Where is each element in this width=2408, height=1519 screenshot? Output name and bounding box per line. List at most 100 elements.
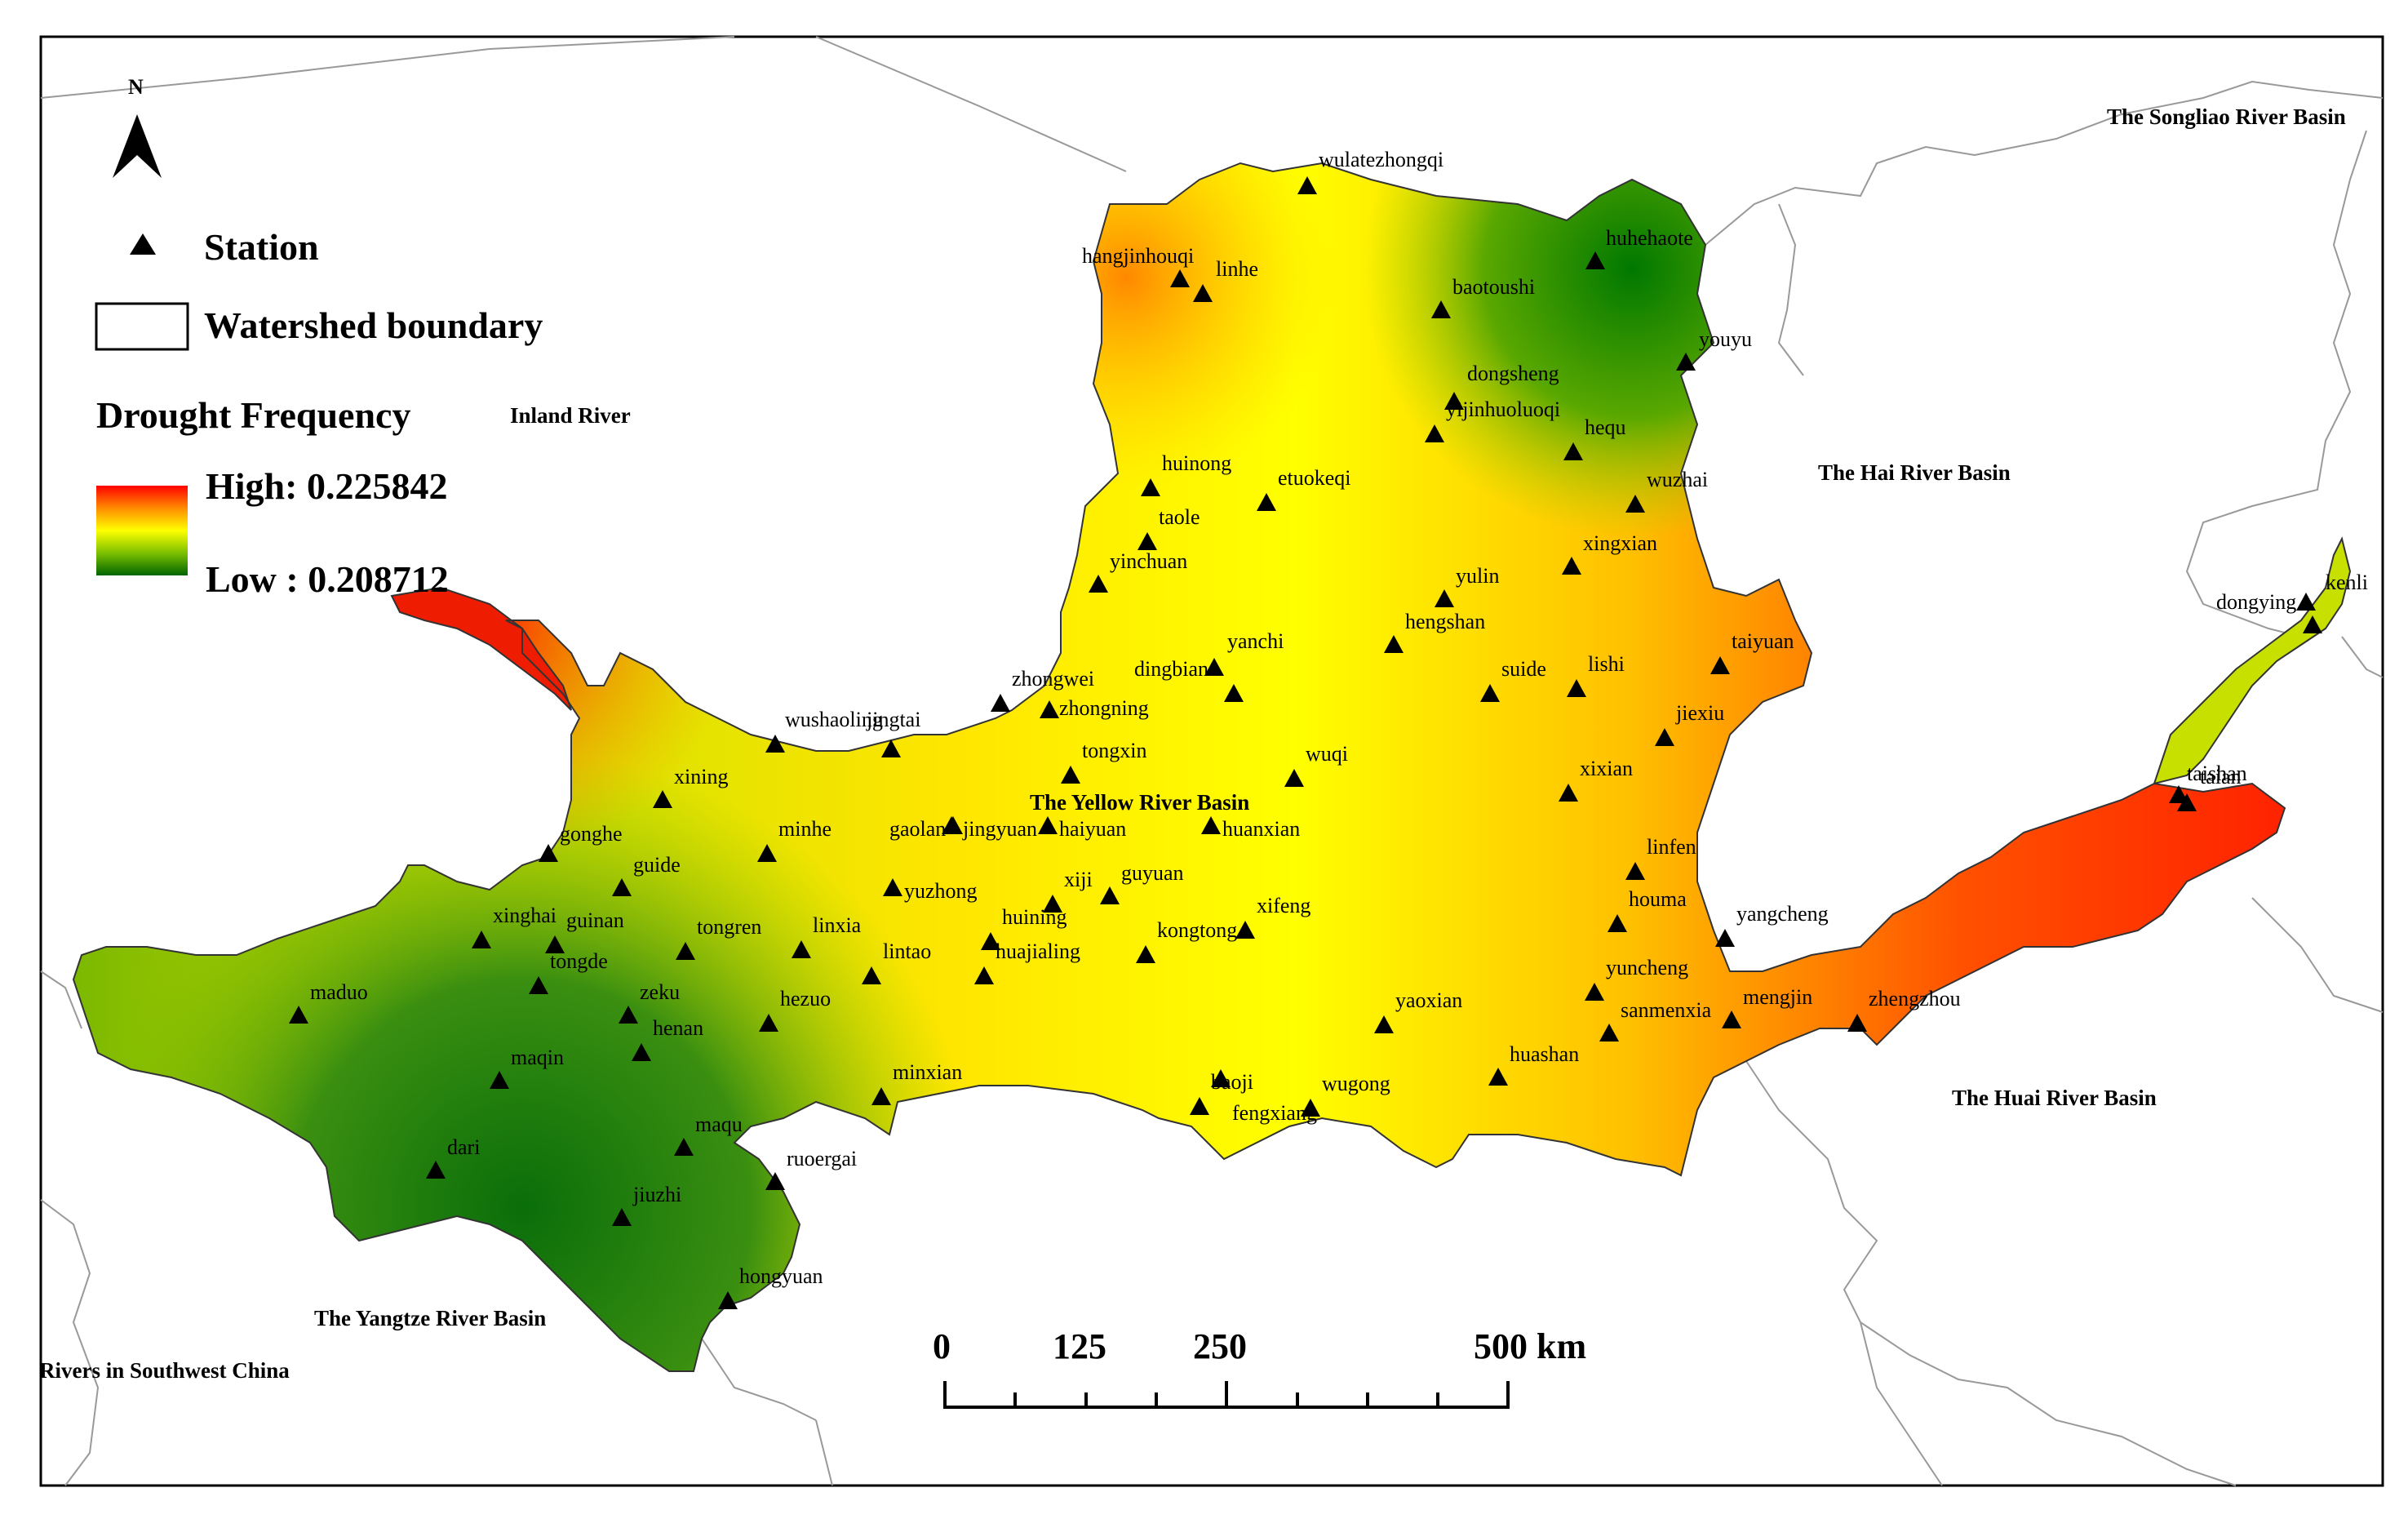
station-label-xiji: xiji <box>1064 868 1093 891</box>
station-label-taiyuan: taiyuan <box>1732 629 1794 653</box>
station-label-wulatezhongqi: wulatezhongqi <box>1319 148 1443 171</box>
station-label-gaolan: gaolan <box>889 817 946 841</box>
station-marker-yangcheng <box>1715 929 1735 947</box>
station-marker-guyuan <box>1100 886 1120 904</box>
station-marker-hequ <box>1563 442 1583 460</box>
label-huai-basin: The Huai River Basin <box>1952 1086 2157 1110</box>
station-marker-dongsheng <box>1444 392 1464 410</box>
station-label-baotoushi: baotoushi <box>1452 275 1535 299</box>
station-marker-huashan <box>1488 1068 1508 1086</box>
legend-watershed-icon <box>95 302 189 351</box>
neighbor-boundaries <box>40 36 2384 1486</box>
legend-station-label: Station <box>204 226 319 268</box>
station-marker-jingyuan <box>942 816 961 834</box>
station-marker-wushaoling <box>765 735 785 753</box>
station-marker-huhehaote <box>1585 251 1605 269</box>
legend: N Station Watershed boundary Drought Fre… <box>95 75 543 600</box>
station-marker-yulin <box>1435 589 1454 607</box>
station-marker-huajialing <box>974 966 994 984</box>
station-marker-zhengzhou <box>1847 1014 1867 1032</box>
river-mouth-strip <box>2153 536 2352 785</box>
station-label-gonghe: gonghe <box>560 822 623 846</box>
station-marker-linfen <box>1625 862 1645 880</box>
station-label-tongren: tongren <box>697 915 761 939</box>
station-label-yijinhuoluoqi: yijinhuoluoqi <box>1446 398 1560 421</box>
station-label-jingyuan: jingyuan <box>962 817 1037 841</box>
station-marker-xinghai <box>472 930 491 948</box>
north-label: N <box>128 75 144 99</box>
station-marker-dari <box>426 1161 446 1179</box>
station-label-xinghai: xinghai <box>493 904 557 927</box>
station-label-jingtai: jingtai <box>866 708 920 731</box>
station-marker-houma <box>1608 914 1627 932</box>
station-label-wuqi: wuqi <box>1306 742 1348 766</box>
station-label-ruoergai: ruoergai <box>787 1147 857 1170</box>
station-marker-zeku <box>619 1006 638 1024</box>
station-label-youyu: youyu <box>1699 327 1752 351</box>
station-label-taian: taian <box>2200 765 2242 788</box>
station-marker-minxian <box>871 1087 891 1105</box>
station-marker-linhe <box>1193 284 1213 302</box>
station-label-yuzhong: yuzhong <box>904 879 978 903</box>
label-hai-basin: The Hai River Basin <box>1818 460 2011 485</box>
station-label-xingxian: xingxian <box>1583 531 1657 555</box>
station-label-suide: suide <box>1501 657 1546 681</box>
scale-label-250: 250 <box>1193 1326 1247 1366</box>
station-marker-huining <box>981 932 1000 950</box>
station-marker-henan <box>632 1043 651 1061</box>
label-yellow-basin: The Yellow River Basin <box>1030 790 1249 815</box>
station-marker-dongying <box>2296 593 2316 611</box>
station-label-wushaoling: wushaoling <box>785 708 883 731</box>
station-marker-hongyuan <box>718 1291 738 1309</box>
station-label-guide: guide <box>633 853 681 877</box>
label-southwest-rivers: Rivers in Southwest China <box>39 1358 290 1383</box>
station-marker-yanchi <box>1224 684 1244 702</box>
station-marker-xifeng <box>1235 921 1255 939</box>
station-label-kenli: kenli <box>2326 571 2368 594</box>
station-marker-taole <box>1137 532 1157 550</box>
station-label-maduo: maduo <box>310 980 368 1004</box>
station-label-wuzhai: wuzhai <box>1647 468 1708 491</box>
station-label-henan: henan <box>653 1016 703 1040</box>
station-label-zhongwei: zhongwei <box>1012 667 1094 691</box>
station-marker-xixian <box>1559 784 1578 802</box>
station-marker-jiexiu <box>1655 728 1674 746</box>
label-inland-river: Inland River <box>510 403 631 428</box>
station-label-zhongning: zhongning <box>1059 696 1149 720</box>
station-marker-wulatezhongqi <box>1297 176 1317 194</box>
station-marker-jiuzhi <box>612 1208 632 1226</box>
north-arrow-icon <box>113 114 137 178</box>
station-marker-maduo <box>289 1006 308 1024</box>
station-label-yuncheng: yuncheng <box>1606 956 1688 979</box>
station-marker-suide <box>1480 684 1500 702</box>
station-label-dingbian: dingbian <box>1134 657 1208 681</box>
station-marker-guide <box>612 878 632 896</box>
scale-bar: 0 125 250 500 km <box>933 1326 1586 1409</box>
station-label-hezuo: hezuo <box>780 987 831 1010</box>
station-label-huanxian: huanxian <box>1222 817 1300 841</box>
station-marker-hengshan <box>1384 635 1404 653</box>
station-marker-wuzhai <box>1625 495 1645 513</box>
station-label-kongtong: kongtong <box>1157 918 1237 942</box>
station-label-jiuzhi: jiuzhi <box>632 1183 681 1206</box>
station-marker-zhongning <box>1040 700 1059 718</box>
station-label-wugong: wugong <box>1322 1072 1390 1095</box>
legend-low-label: Low : 0.208712 <box>206 558 449 600</box>
station-marker-baotoushi <box>1431 300 1451 318</box>
station-label-hangjinhouqi: hangjinhouqi <box>1082 244 1194 268</box>
station-label-dari: dari <box>447 1135 480 1159</box>
station-label-huinong: huinong <box>1162 451 1231 475</box>
station-label-etuokeqi: etuokeqi <box>1278 466 1351 490</box>
station-label-huhehaote: huhehaote <box>1606 226 1693 250</box>
station-label-zhengzhou: zhengzhou <box>1869 987 1961 1010</box>
scale-label-500: 500 km <box>1474 1326 1586 1366</box>
station-marker-huanxian <box>1201 816 1221 834</box>
station-label-lishi: lishi <box>1588 652 1625 676</box>
station-marker-maqu <box>674 1138 694 1156</box>
station-label-houma: houma <box>1629 887 1687 911</box>
station-marker-baoji <box>1190 1097 1209 1115</box>
station-marker-xining <box>653 790 672 808</box>
station-label-taishan: taishan <box>2187 762 2247 785</box>
scale-label-125: 125 <box>1053 1326 1106 1366</box>
station-label-minxian: minxian <box>893 1060 962 1084</box>
